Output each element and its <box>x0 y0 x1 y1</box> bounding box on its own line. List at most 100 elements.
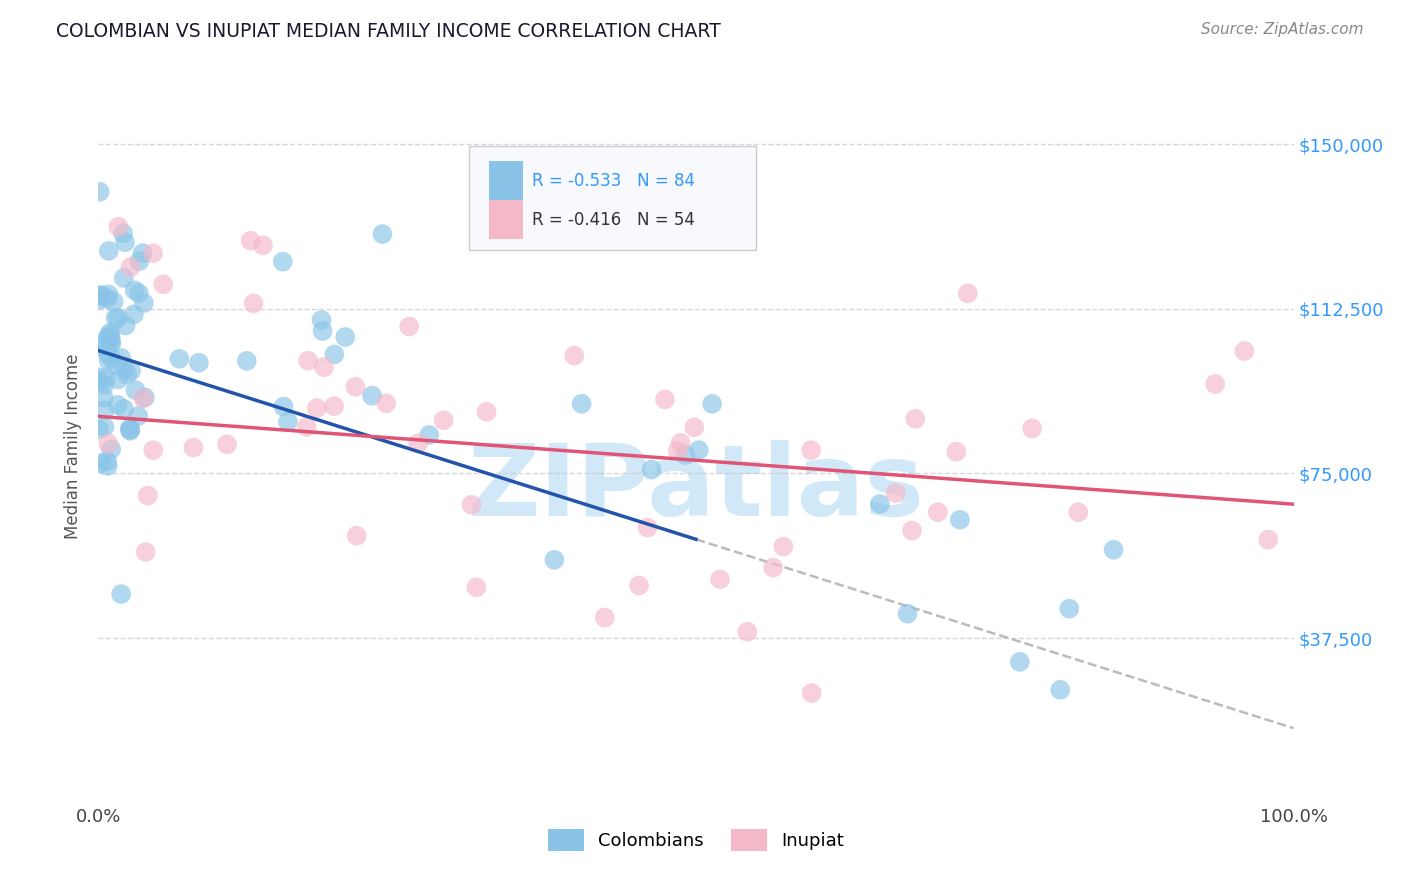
Point <box>98 330 121 344</box>
Point <box>371 227 394 241</box>
Point <box>335 330 357 344</box>
Point <box>361 389 384 403</box>
Point <box>901 524 924 538</box>
Point <box>1067 505 1090 519</box>
Point <box>104 310 127 325</box>
Point <box>728 220 751 235</box>
Point <box>124 283 146 297</box>
Point <box>115 368 138 382</box>
Text: COLOMBIAN VS INUPIAT MEDIAN FAMILY INCOME CORRELATION CHART: COLOMBIAN VS INUPIAT MEDIAN FAMILY INCOM… <box>56 22 721 41</box>
Point <box>896 607 918 621</box>
Point <box>97 353 120 368</box>
Point <box>242 296 264 310</box>
Point <box>128 254 150 268</box>
Point <box>93 420 115 434</box>
Point <box>271 254 294 268</box>
Point <box>90 456 112 470</box>
Point <box>152 277 174 292</box>
Point <box>183 441 205 455</box>
Point <box>135 545 157 559</box>
Point <box>107 372 129 386</box>
Point <box>187 356 209 370</box>
Point <box>107 398 129 412</box>
Point <box>112 271 135 285</box>
Point <box>239 234 262 248</box>
Point <box>120 364 142 378</box>
Point <box>217 437 239 451</box>
Y-axis label: Median Family Income: Median Family Income <box>65 353 83 539</box>
Point <box>136 489 159 503</box>
Point <box>406 436 429 450</box>
Point <box>700 397 723 411</box>
Point <box>562 349 585 363</box>
Point <box>628 578 651 592</box>
Point <box>120 423 142 437</box>
Point <box>884 486 907 500</box>
Point <box>103 294 125 309</box>
Point <box>87 422 110 436</box>
Point <box>945 444 967 458</box>
Point <box>124 383 146 397</box>
Point <box>949 513 972 527</box>
Point <box>118 421 141 435</box>
Point <box>89 288 111 302</box>
Point <box>277 415 299 429</box>
Point <box>1233 344 1256 359</box>
Point <box>236 354 259 368</box>
Point <box>688 443 710 458</box>
Point <box>571 397 593 411</box>
Point <box>142 246 165 260</box>
Text: R = -0.533   N = 84: R = -0.533 N = 84 <box>533 171 695 189</box>
Point <box>132 392 155 406</box>
Point <box>114 318 136 333</box>
Point <box>110 587 132 601</box>
Legend: Colombians, Inupiat: Colombians, Inupiat <box>540 822 852 858</box>
Point <box>112 227 135 241</box>
Point <box>94 371 117 385</box>
Point <box>93 334 115 348</box>
Point <box>100 442 122 457</box>
Point <box>114 235 136 250</box>
Point <box>432 413 454 427</box>
Point <box>96 454 118 468</box>
Point <box>709 572 731 586</box>
Point <box>107 219 129 234</box>
Point <box>418 428 440 442</box>
Point <box>927 505 949 519</box>
Point <box>637 520 659 534</box>
Point <box>100 336 122 351</box>
Point <box>869 497 891 511</box>
FancyBboxPatch shape <box>489 200 523 239</box>
Point <box>1204 377 1226 392</box>
Point <box>312 360 335 375</box>
Point <box>93 378 115 392</box>
Point <box>1008 655 1031 669</box>
Text: ZIPatlas: ZIPatlas <box>468 441 924 537</box>
Point <box>97 244 120 258</box>
Point <box>1257 533 1279 547</box>
Point <box>128 286 150 301</box>
Point <box>134 390 156 404</box>
Point <box>273 400 295 414</box>
Point <box>593 610 616 624</box>
Point <box>640 462 662 476</box>
Point <box>120 260 142 274</box>
Point <box>142 443 165 458</box>
FancyBboxPatch shape <box>470 146 756 250</box>
Point <box>311 313 333 327</box>
Point <box>96 346 118 360</box>
Point <box>89 370 111 384</box>
Point <box>737 624 759 639</box>
Point <box>772 540 794 554</box>
Point <box>375 396 398 410</box>
Point <box>89 185 111 199</box>
Point <box>398 319 420 334</box>
Point <box>1021 421 1043 435</box>
Point <box>93 403 115 417</box>
Point <box>169 351 191 366</box>
Point <box>100 334 122 349</box>
Point <box>114 361 136 376</box>
Point <box>100 331 122 345</box>
Point <box>323 399 346 413</box>
Point <box>107 311 129 326</box>
